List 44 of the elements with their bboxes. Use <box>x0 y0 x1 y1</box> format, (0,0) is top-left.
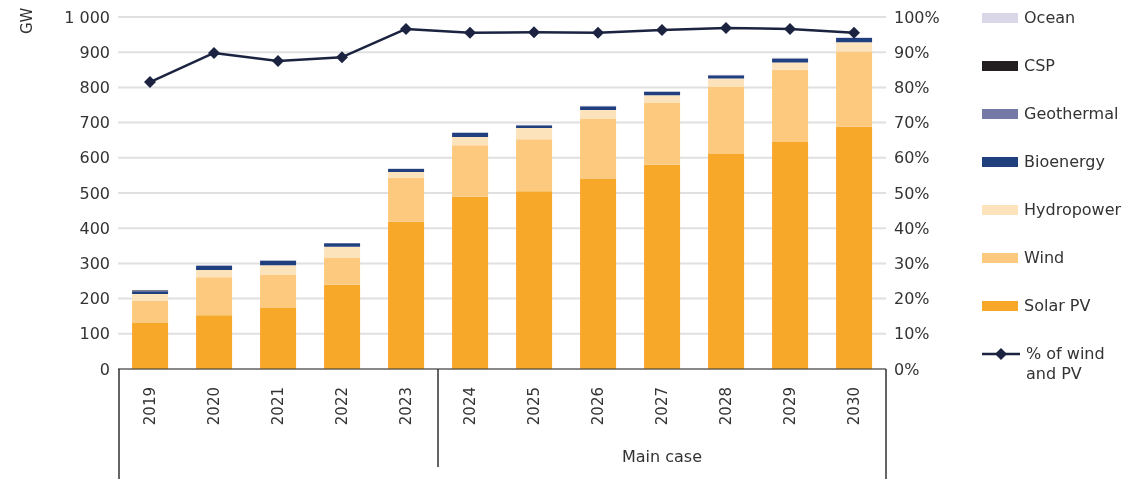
y-tick-label: 600 <box>79 148 110 168</box>
x-tick-label: 2030 <box>845 387 863 426</box>
y2-tick-label: 100% <box>894 7 940 27</box>
x-tick-label: 2023 <box>397 387 415 426</box>
y-tick-label: 0 <box>99 359 110 379</box>
x-tick-label: 2020 <box>205 387 223 426</box>
x-tick-label: 2021 <box>269 387 287 426</box>
y-tick-label: 300 <box>79 254 110 274</box>
x-tick-label: 2025 <box>525 387 543 426</box>
legend-label: Solar PV <box>1024 296 1091 316</box>
y2-tick-label: 70% <box>894 113 930 133</box>
y2-tick-label: 20% <box>894 289 930 309</box>
y2-tick-label: 60% <box>894 148 930 168</box>
x-tick-label: 2026 <box>589 387 607 426</box>
x-tick-label: 2027 <box>653 387 671 426</box>
y2-tick-label: 10% <box>894 324 930 344</box>
legend-label: Hydropower <box>1024 200 1122 220</box>
y-tick-label: 200 <box>79 289 110 309</box>
y-tick-label: 400 <box>79 218 110 238</box>
y2-tick-label: 50% <box>894 183 930 203</box>
text: Main case <box>620 447 704 466</box>
x-tick-label: 2024 <box>461 387 479 426</box>
y-tick-label: 100 <box>79 324 110 344</box>
y2-tick-label: 40% <box>894 218 930 238</box>
y2-tick-label: 0% <box>894 359 920 379</box>
legend-label: Geothermal <box>1024 104 1119 124</box>
x-tick-label: 2028 <box>717 387 735 426</box>
legend-label: Bioenergy <box>1024 152 1105 172</box>
legend-label: Wind <box>1024 248 1065 268</box>
y2-tick-label: 80% <box>894 78 930 98</box>
legend-label: % of wind and PV <box>1026 344 1106 384</box>
x-tick-label: 2019 <box>141 387 159 426</box>
x-tick-label: 2029 <box>781 387 799 426</box>
y-axis-title: GW <box>17 7 36 34</box>
x-tick-label: 2022 <box>333 387 351 426</box>
y2-tick-label: 90% <box>894 42 930 62</box>
legend-label: Ocean <box>1024 8 1076 28</box>
y-tick-label: 700 <box>79 113 110 133</box>
y2-tick-label: 30% <box>894 254 930 274</box>
legend-label: CSP <box>1024 56 1055 76</box>
y-tick-label: 800 <box>79 78 110 98</box>
y-tick-label: 1 000 <box>64 7 110 27</box>
y-tick-label: 900 <box>79 42 110 62</box>
y-tick-label: 500 <box>79 183 110 203</box>
